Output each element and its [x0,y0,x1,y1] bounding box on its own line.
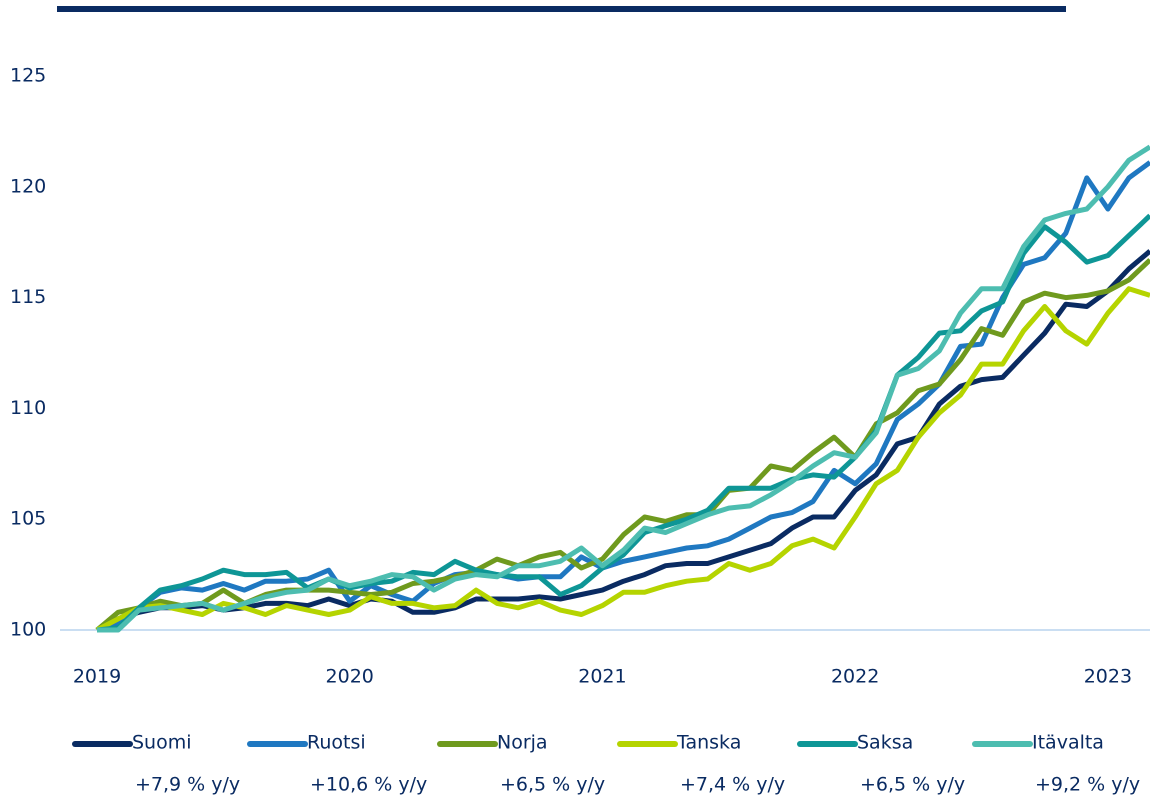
series-line [95,286,1150,633]
x-tick-label: 2021 [578,666,626,688]
legend-change: +6,5 % y/y [500,774,605,796]
legend-change: +9,2 % y/y [1035,774,1140,796]
legend-change: +6,5 % y/y [860,774,965,796]
y-tick-label: 125 [10,65,46,87]
series-line [96,160,1150,633]
x-tick-label: 2022 [831,666,879,688]
legend-change: +7,4 % y/y [680,774,785,796]
series-line [97,144,1150,633]
legend-change: +10,6 % y/y [310,774,427,796]
legend-change: +7,9 % y/y [135,774,240,796]
legend-label: Itävalta [1032,732,1104,754]
legend-label: Suomi [132,732,192,754]
legend-label: Ruotsi [307,732,366,754]
legend-label: Tanska [676,732,741,754]
y-tick-label: 115 [10,286,46,308]
x-tick-label: 2019 [73,666,121,688]
y-tick-label: 105 [10,508,46,530]
x-tick-label: 2023 [1084,666,1132,688]
x-tick-label: 2020 [326,666,374,688]
y-tick-label: 100 [10,619,46,641]
legend-label: Saksa [857,732,913,754]
y-tick-label: 110 [10,397,46,419]
header-bar [57,6,1066,12]
series-line [96,213,1150,633]
y-tick-label: 120 [10,175,46,197]
legend-label: Norja [497,732,548,754]
series-line [95,249,1150,633]
